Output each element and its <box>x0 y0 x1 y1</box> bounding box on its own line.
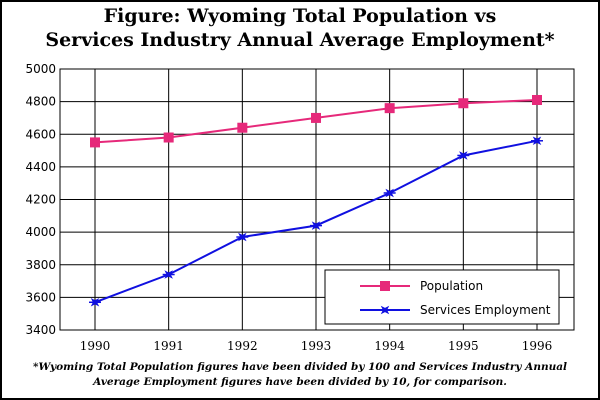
data-point <box>89 298 101 307</box>
x-tick-label: 1995 <box>448 339 479 353</box>
y-tick-label: 3600 <box>25 290 56 304</box>
y-tick-label: 4600 <box>25 127 56 141</box>
data-point <box>237 122 248 133</box>
data-point <box>384 103 395 114</box>
legend: Population Services Employment <box>324 269 560 325</box>
data-point <box>383 188 396 198</box>
x-tick-label: 1994 <box>374 339 405 353</box>
x-tick-label: 1992 <box>227 339 258 353</box>
data-point <box>163 132 174 143</box>
x-tick-label: 1993 <box>301 339 332 353</box>
data-point <box>162 270 175 279</box>
data-point <box>458 98 469 109</box>
title-line-1: Figure: Wyoming Total Population vs <box>103 5 497 27</box>
plot-area <box>59 68 575 331</box>
chart-title: Figure: Wyoming Total Population vs Serv… <box>0 4 600 52</box>
legend-marker <box>379 305 391 315</box>
legend-box <box>324 269 560 325</box>
series-population <box>90 94 542 148</box>
footnote: *Wyoming Total Population figures have b… <box>32 361 568 388</box>
data-point <box>90 137 100 148</box>
legend-marker <box>380 281 390 291</box>
y-tick-label: 5000 <box>25 62 56 76</box>
x-tick-label: 1990 <box>80 339 111 353</box>
data-point <box>531 136 543 146</box>
data-point <box>311 112 321 123</box>
y-tick-label: 4000 <box>25 225 56 239</box>
data-series <box>89 94 543 307</box>
y-tick-label: 4200 <box>25 193 56 207</box>
series-services-employment <box>89 136 543 307</box>
y-tick-label: 4800 <box>25 95 56 109</box>
legend-label: Services Employment <box>420 303 551 317</box>
legend-item: Population <box>360 279 483 293</box>
x-tick-label: 1991 <box>153 339 184 353</box>
title-line-2: Services Industry Annual Average Employm… <box>45 29 555 51</box>
data-point <box>310 221 322 230</box>
legend-label: Population <box>420 279 483 293</box>
data-point <box>457 151 470 160</box>
x-tick-label: 1996 <box>522 339 553 353</box>
axis-labels: 3400 3600 3800 4000 4200 4400 4600 4800 5000 1990… <box>25 62 552 353</box>
grid-lines <box>60 68 574 331</box>
y-tick-label: 4400 <box>25 160 56 174</box>
y-tick-label: 3800 <box>25 258 56 272</box>
y-tick-label: 3400 <box>25 323 56 337</box>
legend-item: Services Employment <box>360 303 551 317</box>
data-point <box>236 232 249 242</box>
data-point <box>532 94 542 105</box>
